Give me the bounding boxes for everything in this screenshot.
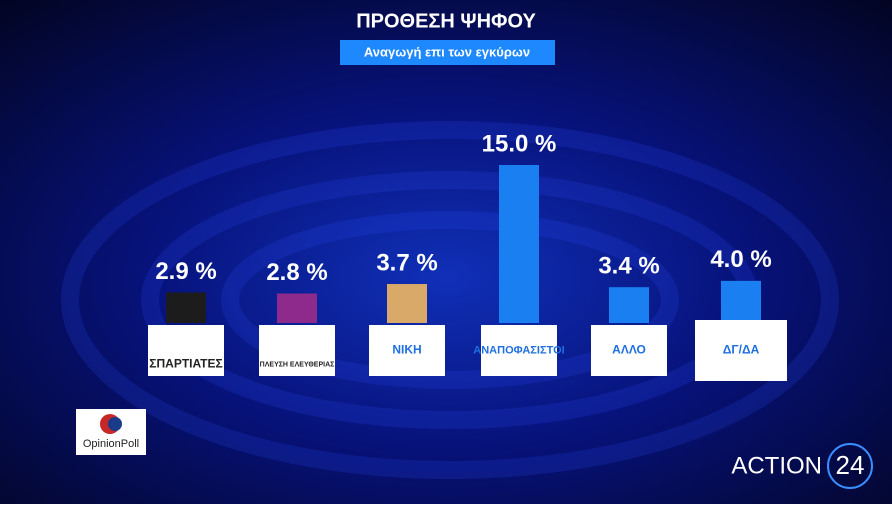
value-label: 3.7 % bbox=[376, 249, 437, 276]
category-box bbox=[259, 325, 335, 376]
category-box bbox=[481, 325, 557, 376]
channel-name: ACTION bbox=[731, 452, 822, 479]
bar bbox=[609, 287, 649, 323]
bar bbox=[499, 165, 539, 323]
value-label: 2.8 % bbox=[266, 259, 327, 286]
category-label: ΑΛΛΟ bbox=[612, 343, 646, 357]
value-label: 4.0 % bbox=[710, 246, 771, 273]
category-label: ΔΓ/ΔΑ bbox=[723, 343, 760, 357]
category-box bbox=[369, 325, 445, 376]
category-label: ΑΝΑΠΟΦΑΣΙΣΤΟΙ bbox=[473, 344, 564, 356]
category-box bbox=[148, 325, 224, 376]
category-label: ΣΠΑΡΤΙΑΤΕΣ bbox=[149, 357, 222, 371]
subtitle-box bbox=[340, 40, 555, 65]
value-label: 2.9 % bbox=[155, 258, 216, 285]
chart-title: ΠΡΟΘΕΣΗ ΨΗΦΟΥ bbox=[356, 10, 536, 32]
poll-name: OpinionPoll bbox=[83, 438, 139, 450]
bar bbox=[277, 293, 317, 323]
category-box bbox=[695, 320, 787, 381]
bar bbox=[166, 292, 206, 323]
category-label: ΝΙΚΗ bbox=[392, 343, 421, 357]
background-swirl bbox=[61, 121, 839, 479]
channel-logo: ACTION 24 bbox=[731, 443, 873, 489]
category-box bbox=[591, 325, 667, 376]
channel-number: 24 bbox=[836, 450, 865, 480]
value-label: 15.0 % bbox=[482, 130, 557, 157]
bar bbox=[387, 284, 427, 323]
category-label: ΠΛΕΥΣΗ ΕΛΕΥΘΕΡΙΑΣ bbox=[260, 361, 335, 368]
chart-subtitle: Αναγωγή επι των εγκύρων bbox=[364, 44, 530, 59]
bar bbox=[721, 280, 761, 323]
poll-logo: OpinionPoll bbox=[76, 409, 146, 455]
value-label: 3.4 % bbox=[598, 253, 659, 280]
